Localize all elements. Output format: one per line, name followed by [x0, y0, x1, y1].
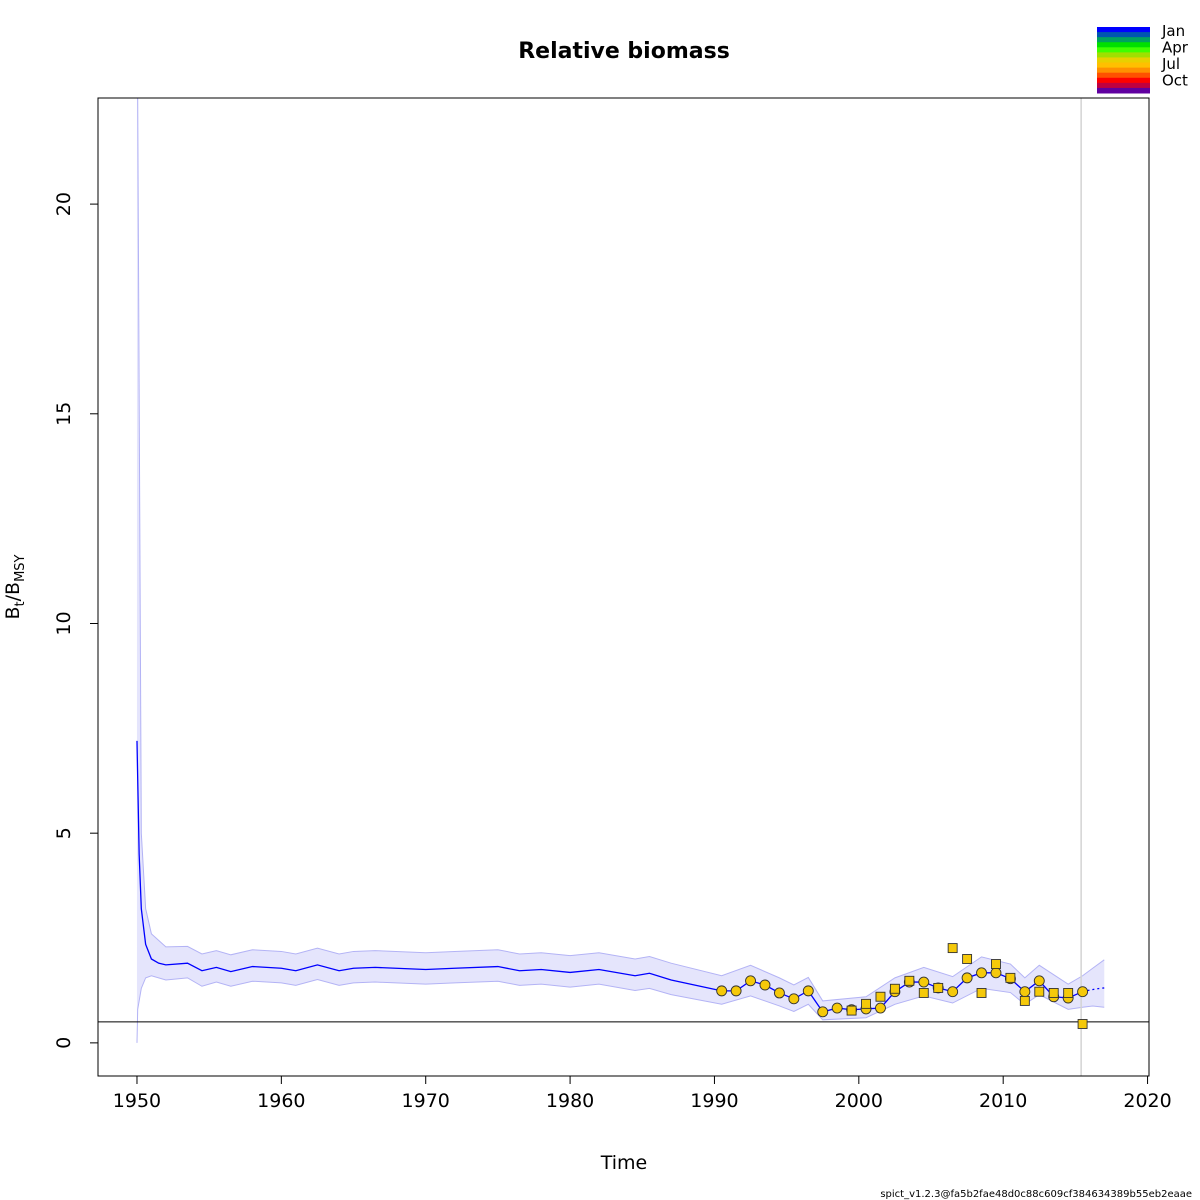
legend-color-swatch [1097, 27, 1150, 33]
x-tick-label: 1970 [402, 1090, 450, 1112]
legend-color-swatch [1097, 77, 1150, 84]
index1-point [759, 979, 771, 991]
x-tick-label: 2020 [1123, 1090, 1171, 1112]
index2-point [1077, 1019, 1088, 1029]
y-tick-label: 15 [53, 402, 75, 426]
index1-point [716, 985, 728, 997]
y-axis: 0 5 10 15 20 [53, 192, 99, 1049]
legend-color-swatch [1097, 72, 1150, 79]
legend-month-label: Oct [1162, 72, 1188, 90]
legend-color-swatch [1097, 47, 1150, 53]
index2-point [976, 988, 987, 998]
index1-point [802, 985, 814, 997]
index1-point [773, 987, 785, 999]
plot-content [98, 98, 1149, 1076]
index1-point [817, 1006, 829, 1018]
index2-point [933, 982, 944, 993]
index1-point [1077, 986, 1089, 998]
index2-point [1019, 995, 1030, 1006]
index1-point [990, 967, 1002, 979]
x-tick-label: 1950 [113, 1090, 161, 1112]
y-label-sub1: t [13, 601, 28, 606]
plot-area [98, 98, 1149, 1076]
index1-point [1019, 986, 1031, 998]
index2-point [947, 943, 958, 954]
index2-point [1048, 988, 1059, 998]
index1-point [1033, 975, 1045, 987]
index2-point [1063, 988, 1074, 998]
index2-point [846, 1005, 857, 1016]
y-label-sep: /B [2, 582, 24, 601]
x-axis-label: Time [600, 1152, 648, 1174]
y-label-main: B [2, 606, 24, 619]
index2-point [991, 959, 1001, 969]
ci-upper-line [136, 98, 1105, 1002]
x-tick-label: 1960 [257, 1090, 305, 1112]
index1-point [918, 976, 930, 988]
index1-point [976, 967, 987, 979]
index1-point [788, 993, 800, 1005]
legend-color-swatch [1097, 57, 1150, 64]
index2-point [875, 991, 886, 1002]
index1-point [875, 1002, 886, 1014]
index2-point [918, 988, 929, 998]
index1-point [745, 975, 756, 987]
index2-point [1005, 972, 1016, 983]
legend-month-label: Jul [1161, 55, 1180, 73]
footer-version: spict_v1.2.3@fa5b2fae48d0c88c609cf384634… [880, 1189, 1192, 1200]
index1-point [947, 986, 959, 998]
legend-color-swatch [1097, 37, 1150, 43]
y-label-sub2: MSY [13, 554, 28, 581]
x-tick-label: 1980 [546, 1090, 594, 1112]
plot-frame [97, 97, 1150, 1077]
chart-title: Relative biomass [518, 39, 730, 64]
legend-color-swatch [1097, 32, 1150, 38]
ci-lower-line [136, 975, 1105, 1043]
index2-point [904, 975, 915, 986]
legend-color-swatch [1097, 62, 1150, 69]
legend-color-swatch [1097, 67, 1150, 74]
legend-month-label: Apr [1162, 39, 1189, 57]
x-axis: 1950 1960 1970 1980 1990 2000 2010 2020 [113, 1075, 1172, 1112]
x-tick-label: 2010 [979, 1090, 1027, 1112]
index1-point [730, 985, 742, 997]
y-axis-label: Bt/BMSY [2, 554, 28, 619]
index2-point [861, 998, 871, 1009]
index1-point [961, 972, 973, 984]
index2-point [962, 954, 973, 964]
legend-color-swatch [1097, 42, 1150, 48]
y-tick-label: 10 [53, 611, 75, 635]
index2-point [1034, 986, 1045, 997]
x-tick-label: 2000 [835, 1090, 883, 1112]
legend-color-swatch [1097, 52, 1150, 58]
legend-month-label: Jan [1161, 22, 1185, 40]
index2-point [889, 983, 900, 994]
y-tick-label: 0 [53, 1037, 75, 1049]
forecast-line [1082, 987, 1105, 993]
x-tick-label: 1990 [690, 1090, 738, 1112]
legend-color-swatch [1097, 82, 1150, 89]
index1-point [831, 1002, 843, 1014]
confidence-band [136, 98, 1105, 1043]
y-tick-label: 20 [53, 192, 75, 216]
y-tick-label: 5 [53, 827, 75, 839]
legend-color-swatch [1097, 87, 1150, 94]
